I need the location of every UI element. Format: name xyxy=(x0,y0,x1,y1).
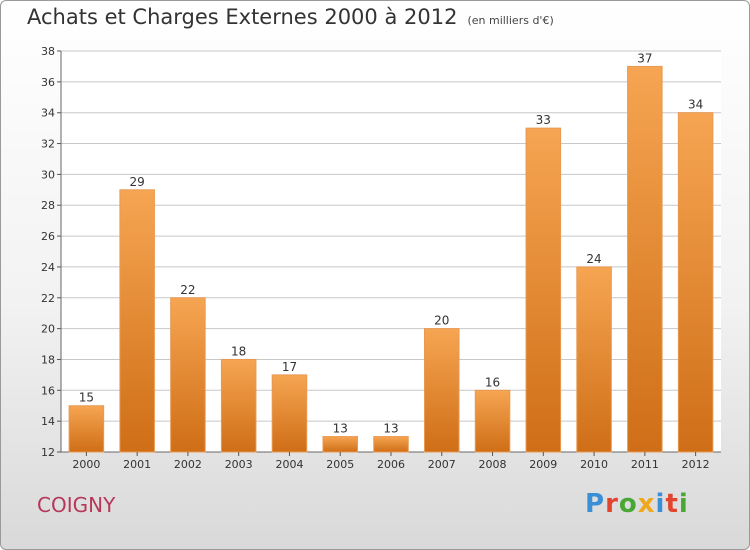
commune-name: COIGNY xyxy=(37,493,116,517)
y-tick-label: 22 xyxy=(41,292,55,305)
bar-value-label: 24 xyxy=(586,252,601,266)
logo-letter: x xyxy=(637,489,656,519)
x-tick-label: 2011 xyxy=(631,458,659,471)
x-tick-label: 2001 xyxy=(123,458,151,471)
bar xyxy=(474,389,511,453)
y-tick-label: 18 xyxy=(41,353,55,366)
x-tick-label: 2004 xyxy=(275,458,303,471)
bar xyxy=(220,358,257,453)
bar-value-label: 16 xyxy=(485,375,500,389)
bar xyxy=(424,328,460,453)
bar xyxy=(119,189,155,453)
x-tick-label: 2000 xyxy=(72,458,100,471)
x-tick-label: 2003 xyxy=(225,458,253,471)
x-tick-label: 2012 xyxy=(682,458,710,471)
bar-value-label: 13 xyxy=(383,422,398,436)
y-tick-label: 14 xyxy=(41,415,55,428)
x-tick-label: 2007 xyxy=(428,458,456,471)
y-tick-label: 34 xyxy=(41,107,55,120)
y-tick-label: 38 xyxy=(41,45,55,58)
bar xyxy=(170,297,206,453)
logo-letter: i xyxy=(655,489,666,519)
bar xyxy=(68,405,105,453)
logo-letter: o xyxy=(618,489,638,519)
y-tick-label: 12 xyxy=(41,446,55,459)
chart-title-text: Achats et Charges Externes 2000 à 2012 xyxy=(27,5,458,29)
bar-value-label: 22 xyxy=(180,283,195,297)
plot-area xyxy=(61,51,721,452)
bar xyxy=(322,436,358,453)
bar-value-label: 18 xyxy=(231,344,246,358)
bar xyxy=(271,374,308,453)
y-tick-label: 26 xyxy=(41,230,55,243)
x-tick-label: 2009 xyxy=(529,458,557,471)
y-tick-label: 16 xyxy=(41,384,55,397)
y-tick-label: 36 xyxy=(41,76,55,89)
chart-unit: (en milliers d'€) xyxy=(467,14,554,27)
logo-letter: i xyxy=(678,489,689,519)
bar-value-label: 15 xyxy=(79,391,94,405)
y-tick-label: 32 xyxy=(41,138,55,151)
y-tick-label: 24 xyxy=(41,261,55,274)
y-tick-label: 20 xyxy=(41,323,55,336)
x-tick-label: 2002 xyxy=(174,458,202,471)
bar-value-label: 17 xyxy=(282,360,297,374)
bar-value-label: 13 xyxy=(333,422,348,436)
x-tick-label: 2005 xyxy=(326,458,354,471)
bar-value-label: 37 xyxy=(637,51,652,65)
bar-value-label: 34 xyxy=(688,98,703,112)
x-tick-label: 2010 xyxy=(580,458,608,471)
x-tick-label: 2006 xyxy=(377,458,405,471)
logo-letter: t xyxy=(665,489,679,519)
proxiti-logo: Proxiti xyxy=(585,489,689,519)
chart-title: Achats et Charges Externes 2000 à 2012 (e… xyxy=(27,5,554,29)
bar xyxy=(627,65,663,453)
bar xyxy=(576,266,612,453)
bar xyxy=(677,112,714,453)
y-tick-label: 30 xyxy=(41,168,55,181)
x-tick-label: 2008 xyxy=(479,458,507,471)
bar xyxy=(525,127,562,453)
logo-letter: r xyxy=(605,489,619,519)
bar-value-label: 29 xyxy=(130,175,145,189)
bar xyxy=(373,436,409,453)
bar-value-label: 20 xyxy=(434,314,449,328)
bar-value-label: 33 xyxy=(536,113,551,127)
logo-letter: P xyxy=(585,489,606,519)
y-tick-label: 28 xyxy=(41,199,55,212)
